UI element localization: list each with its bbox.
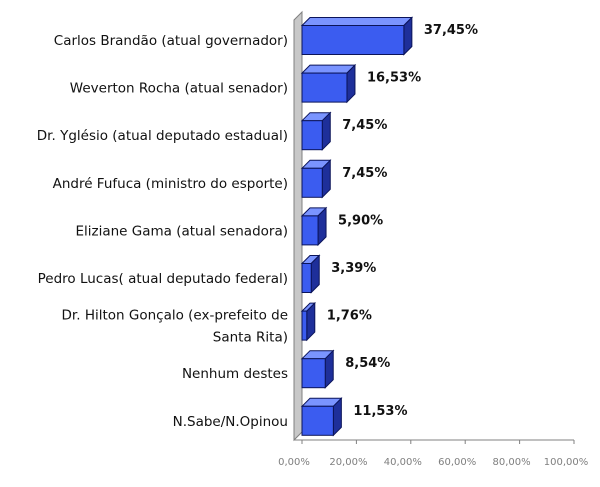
x-tick-label: 60,00% [438,457,476,468]
value-label: 3,39% [331,261,376,276]
x-tick-label: 100,00% [544,457,589,468]
value-label: 8,54% [345,356,390,371]
bar-front-face [301,120,323,151]
category-label: Eliziane Gama (atual senadora) [75,223,288,239]
bar [300,206,328,247]
category-label: N.Sabe/N.Opinou [173,414,288,430]
bar [300,16,414,56]
category-label: Dr. Yglésio (atual deputado estadual) [37,128,288,144]
value-label: 5,90% [338,213,383,228]
bar [300,111,332,151]
value-label: 1,76% [327,309,372,324]
value-labels: 37,45% 16,53% 7,45% 7,45% 5,90% 3,39% 1,76% 8,5… [327,23,478,419]
bar-front-face [301,310,308,341]
value-label: 7,45% [342,118,387,133]
bar-top-face [300,64,357,74]
bar [300,254,321,294]
bar [300,301,316,342]
category-label: Nenhum destes [182,366,288,382]
bar-front-face [301,25,405,55]
value-label: 11,53% [353,404,407,419]
category-label: Dr. Hilton Gonçalo (ex-prefeito de [62,308,288,324]
category-label: Santa Rita) [213,330,288,346]
value-label: 37,45% [424,23,478,38]
bar-front-face [301,358,326,389]
category-label: Weverton Rocha (atual senador) [70,81,288,97]
bars [300,16,414,437]
bar-front-face [301,215,319,246]
category-label: Carlos Brandão (atual governador) [54,33,288,49]
bar-front-face [301,263,312,293]
bar [300,63,357,104]
x-tick-label: 40,00% [384,457,422,468]
x-tick-label: 0,00% [278,457,310,468]
bar [300,159,332,199]
chart-back-wall [293,10,303,442]
x-tick-label: 20,00% [329,457,367,468]
bar-top-face [300,17,414,26]
bar [300,397,343,437]
value-label: 16,53% [367,71,421,86]
bar [300,349,335,389]
category-labels: Carlos Brandão (atual governador) Weverto… [37,33,288,430]
x-axis: 0,00% 20,00% 40,00% 60,00% 80,00% 100,00% [278,439,589,468]
x-tick-label: 80,00% [493,457,531,468]
category-label: Pedro Lucas( atual deputado federal) [38,271,288,287]
value-label: 7,45% [342,166,387,181]
category-label: André Fufuca (ministro do esporte) [53,176,288,192]
bar-front-face [301,167,323,198]
wall-face [293,10,303,442]
bar-front-face [301,72,348,103]
bar-front-face [301,405,334,436]
